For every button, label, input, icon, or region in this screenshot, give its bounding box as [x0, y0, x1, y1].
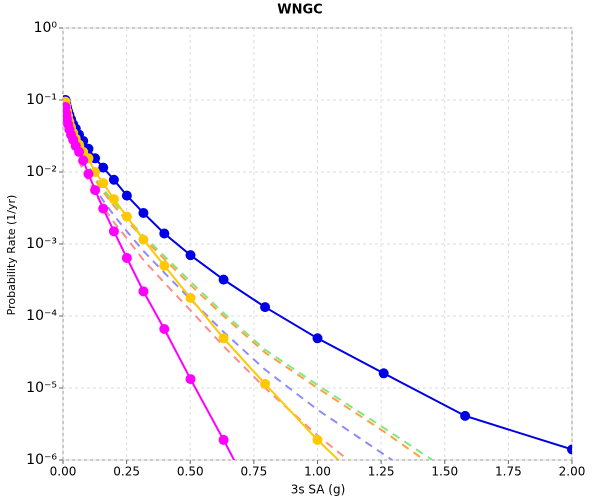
data-point: [159, 323, 170, 334]
data-point: [260, 302, 271, 313]
y-tick-label: 10⁻²: [26, 164, 57, 180]
y-tick-label: 10⁰: [34, 20, 58, 36]
data-point: [98, 203, 109, 214]
data-point: [378, 368, 389, 379]
data-point: [78, 155, 89, 166]
data-point: [74, 146, 85, 157]
x-tick-label: 0.50: [177, 465, 204, 479]
data-point: [108, 194, 119, 205]
y-tick-label: 10⁻⁵: [26, 380, 57, 396]
data-point: [312, 434, 323, 445]
data-point: [121, 211, 132, 222]
data-point: [90, 185, 101, 196]
x-axis-label: 3s SA (g): [291, 483, 346, 497]
data-point: [98, 178, 109, 189]
data-point: [159, 228, 170, 239]
data-point: [218, 274, 229, 285]
y-tick-label: 10⁻³: [26, 236, 57, 252]
x-tick-label: 1.75: [495, 465, 522, 479]
plot-content: [63, 95, 572, 460]
data-point: [83, 168, 94, 179]
data-point: [138, 286, 149, 297]
data-point: [185, 250, 196, 261]
data-point: [460, 410, 471, 421]
y-tick-label: 10⁻⁴: [26, 308, 57, 324]
axes: 0.00 0.25 0.50 0.75 1.00 1.25 1.50 1.75 2.00 10⁰ 1…: [26, 20, 585, 479]
data-point: [260, 378, 271, 389]
data-point: [108, 226, 119, 237]
x-tick-label: 2.00: [559, 465, 586, 479]
y-tick-label: 10⁻¹: [26, 92, 57, 108]
x-tick-label: 0.00: [50, 465, 77, 479]
y-tick-label: 10⁻⁶: [26, 452, 57, 468]
x-tick-label: 1.50: [431, 465, 458, 479]
y-axis-label: Probability Rate (1/yr): [5, 195, 18, 316]
x-tick-label: 0.75: [241, 465, 268, 479]
data-point: [312, 333, 323, 344]
data-point: [138, 207, 149, 218]
data-point: [218, 434, 229, 445]
data-point: [567, 444, 572, 455]
data-point: [185, 374, 196, 385]
data-point: [218, 333, 229, 344]
data-point: [185, 292, 196, 303]
data-point: [159, 260, 170, 271]
x-tick-label: 0.25: [113, 465, 140, 479]
x-tick-label: 1.00: [304, 465, 331, 479]
data-point: [138, 234, 149, 245]
data-point: [108, 174, 119, 185]
x-tick-label: 1.25: [368, 465, 395, 479]
data-point: [98, 162, 109, 173]
chart-title: WNGC: [277, 3, 322, 18]
data-point: [121, 252, 132, 263]
data-point: [121, 190, 132, 201]
